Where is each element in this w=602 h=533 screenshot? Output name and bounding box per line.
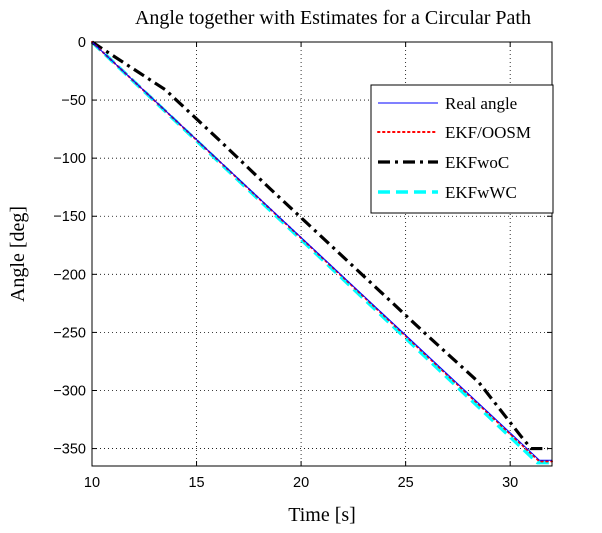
y-tick-label: −350 bbox=[53, 442, 86, 458]
chart-title: Angle together with Estimates for a Circ… bbox=[135, 7, 531, 29]
legend-label: Real angle bbox=[445, 94, 517, 113]
y-tick-label: −50 bbox=[61, 93, 86, 109]
x-tick-labels: 10 15 20 25 30 bbox=[84, 475, 518, 491]
grid bbox=[92, 42, 552, 466]
y-tick-label: −250 bbox=[53, 325, 86, 341]
legend-label: EKF/OOSM bbox=[445, 123, 531, 142]
y-tick-label: −300 bbox=[53, 383, 86, 399]
series-line-2 bbox=[91, 40, 548, 451]
x-tick-label: 10 bbox=[84, 475, 100, 491]
y-tick-label: −150 bbox=[53, 209, 86, 225]
legend: Real angle EKF/OOSM EKFwoC EKFwWC bbox=[370, 84, 554, 214]
y-axis-label: Angle [deg] bbox=[7, 206, 29, 302]
series-line-0 bbox=[91, 41, 552, 461]
series-group bbox=[90, 40, 553, 465]
legend-label: EKFwoC bbox=[445, 153, 509, 172]
x-axis-label: Time [s] bbox=[288, 504, 356, 526]
series-line-3 bbox=[90, 40, 552, 465]
x-tick-label: 15 bbox=[188, 475, 204, 491]
y-tick-label: 0 bbox=[78, 35, 86, 51]
y-tick-labels: 0 −50 −100 −150 −200 −250 −300 −350 bbox=[53, 35, 86, 458]
ticks bbox=[91, 41, 552, 466]
plot-frame bbox=[91, 41, 553, 467]
x-tick-label: 20 bbox=[293, 475, 309, 491]
legend-label: EKFwWC bbox=[445, 183, 517, 202]
y-tick-label: −100 bbox=[53, 151, 86, 167]
x-tick-label: 30 bbox=[502, 475, 518, 491]
x-tick-label: 25 bbox=[398, 475, 414, 491]
y-tick-label: −200 bbox=[53, 267, 86, 283]
